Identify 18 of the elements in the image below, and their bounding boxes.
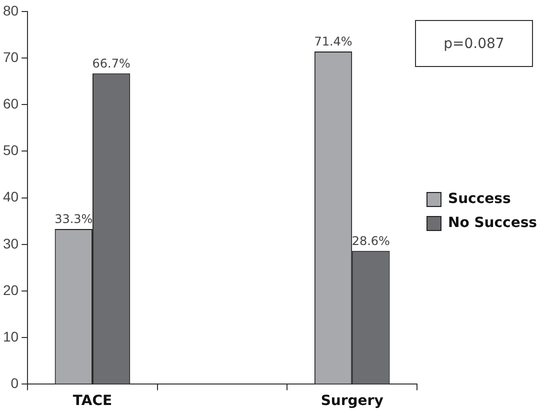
y-tick-label: 80 (2, 2, 19, 18)
y-tick-label: 60 (2, 95, 19, 112)
legend-label: No Success (448, 215, 538, 232)
data-label: 71.4% (314, 34, 352, 49)
y-tick-label: 0 (10, 375, 19, 392)
y-tick-label: 10 (2, 328, 19, 344)
data-label: 33.3% (54, 212, 93, 226)
data-label: 28.6% (352, 234, 390, 248)
y-tick-label: 20 (2, 282, 19, 298)
legend-label: Success (448, 191, 511, 208)
text: p=0.087 (415, 20, 533, 67)
y-tick-label: 40 (2, 188, 19, 205)
x-tick-label: TACE (72, 393, 112, 410)
x-tick-label: Surgery (320, 393, 384, 410)
data-label: 66.7% (92, 56, 130, 71)
y-tick-label: 50 (2, 142, 19, 158)
y-tick-label: 30 (2, 235, 19, 252)
y-tick-label: 70 (2, 48, 19, 65)
